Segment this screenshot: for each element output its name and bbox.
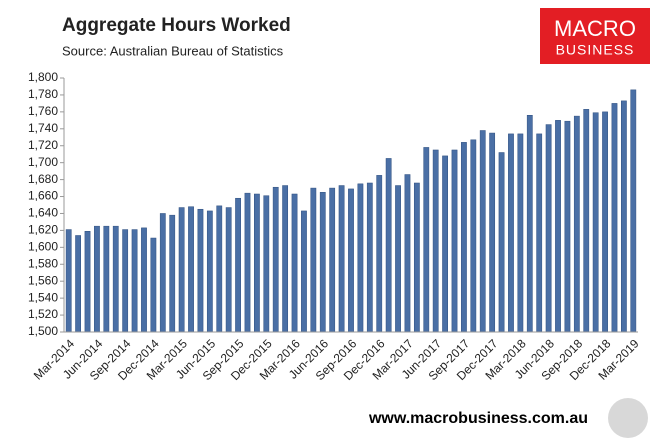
bar bbox=[329, 187, 336, 333]
bar bbox=[432, 149, 439, 333]
bar bbox=[112, 225, 119, 333]
bar bbox=[291, 193, 298, 333]
bar bbox=[254, 193, 260, 333]
bar bbox=[244, 192, 251, 333]
bar bbox=[592, 112, 599, 333]
bar bbox=[621, 100, 627, 333]
bar bbox=[75, 235, 81, 333]
bar bbox=[545, 124, 552, 333]
logo-text: MACRO bbox=[554, 16, 636, 41]
y-tick-label: 1,700 bbox=[28, 155, 58, 169]
bar bbox=[573, 115, 580, 333]
bar bbox=[103, 225, 110, 333]
y-tick-label: 1,560 bbox=[28, 273, 58, 287]
bar bbox=[461, 142, 467, 333]
bar bbox=[602, 111, 608, 333]
footer-url: www.macrobusiness.com.au bbox=[368, 410, 588, 427]
bar bbox=[197, 208, 204, 333]
y-tick-label: 1,720 bbox=[28, 138, 58, 152]
bar bbox=[498, 152, 505, 333]
bar bbox=[159, 213, 166, 333]
bar bbox=[301, 210, 307, 333]
bar bbox=[564, 120, 571, 333]
y-tick-label: 1,740 bbox=[28, 121, 58, 135]
y-tick-label: 1,500 bbox=[28, 324, 58, 338]
bar bbox=[84, 230, 91, 333]
y-tick-label: 1,760 bbox=[28, 104, 58, 118]
bar bbox=[263, 195, 270, 333]
bar bbox=[630, 89, 637, 333]
bar bbox=[272, 186, 279, 333]
bar bbox=[526, 115, 533, 333]
fox-icon bbox=[608, 398, 648, 438]
logo-text: BUSINESS bbox=[556, 42, 635, 58]
bar bbox=[442, 155, 448, 333]
bar bbox=[479, 130, 486, 333]
bar bbox=[376, 175, 383, 333]
bar bbox=[206, 210, 213, 333]
y-tick-label: 1,600 bbox=[28, 240, 58, 254]
bar bbox=[338, 185, 345, 333]
y-tick-label: 1,520 bbox=[28, 307, 58, 321]
bar bbox=[555, 120, 561, 333]
logo-box bbox=[540, 8, 650, 64]
bar bbox=[178, 207, 185, 333]
bar bbox=[225, 207, 232, 333]
y-tick-label: 1,580 bbox=[28, 256, 58, 270]
bar bbox=[131, 229, 138, 333]
bar bbox=[508, 133, 514, 333]
y-tick-label: 1,640 bbox=[28, 206, 58, 220]
bar bbox=[583, 109, 590, 333]
bar bbox=[65, 229, 72, 333]
chart-subtitle: Source: Australian Bureau of Statistics bbox=[62, 43, 284, 58]
chart-title: Aggregate Hours Worked bbox=[62, 15, 291, 36]
bar bbox=[169, 214, 176, 333]
y-tick-label: 1,680 bbox=[28, 172, 58, 186]
bar bbox=[216, 205, 223, 333]
bar bbox=[122, 229, 129, 333]
bar bbox=[611, 103, 618, 333]
bar bbox=[470, 139, 477, 333]
bar bbox=[413, 182, 420, 333]
y-tick-label: 1,540 bbox=[28, 290, 58, 304]
bar bbox=[536, 133, 543, 333]
bar bbox=[366, 182, 373, 333]
bar bbox=[282, 185, 289, 333]
bar bbox=[395, 185, 401, 333]
bar bbox=[348, 188, 354, 333]
bar bbox=[357, 183, 364, 333]
bar bbox=[489, 132, 496, 333]
bar bbox=[385, 158, 392, 333]
bar bbox=[310, 187, 317, 333]
bar bbox=[517, 133, 524, 333]
bar bbox=[150, 237, 157, 333]
bar bbox=[319, 192, 326, 333]
y-tick-label: 1,620 bbox=[28, 223, 58, 237]
bar bbox=[423, 147, 430, 333]
bar bbox=[451, 149, 458, 333]
bar bbox=[235, 197, 241, 333]
bar bbox=[94, 225, 100, 333]
bar bbox=[141, 227, 147, 333]
bar bbox=[188, 206, 194, 333]
y-tick-label: 1,660 bbox=[28, 189, 58, 203]
y-tick-label: 1,780 bbox=[28, 87, 58, 101]
y-tick-label: 1,800 bbox=[28, 70, 58, 84]
bar bbox=[404, 174, 411, 333]
